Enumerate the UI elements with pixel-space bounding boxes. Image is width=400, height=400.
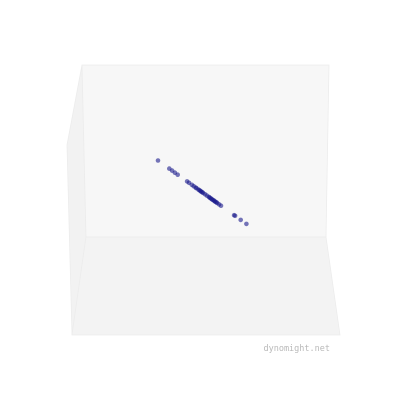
back-wall-pane (81, 64, 330, 238)
data-point-4 (175, 172, 180, 177)
data-point-32 (232, 213, 238, 219)
data-point-30 (218, 203, 224, 208)
floor-pane (71, 236, 341, 336)
data-point-33 (238, 217, 243, 223)
data-point-34 (244, 221, 249, 227)
data-points (155, 158, 249, 227)
data-point-0 (155, 158, 161, 163)
watermark: dynomight.net (263, 344, 330, 354)
